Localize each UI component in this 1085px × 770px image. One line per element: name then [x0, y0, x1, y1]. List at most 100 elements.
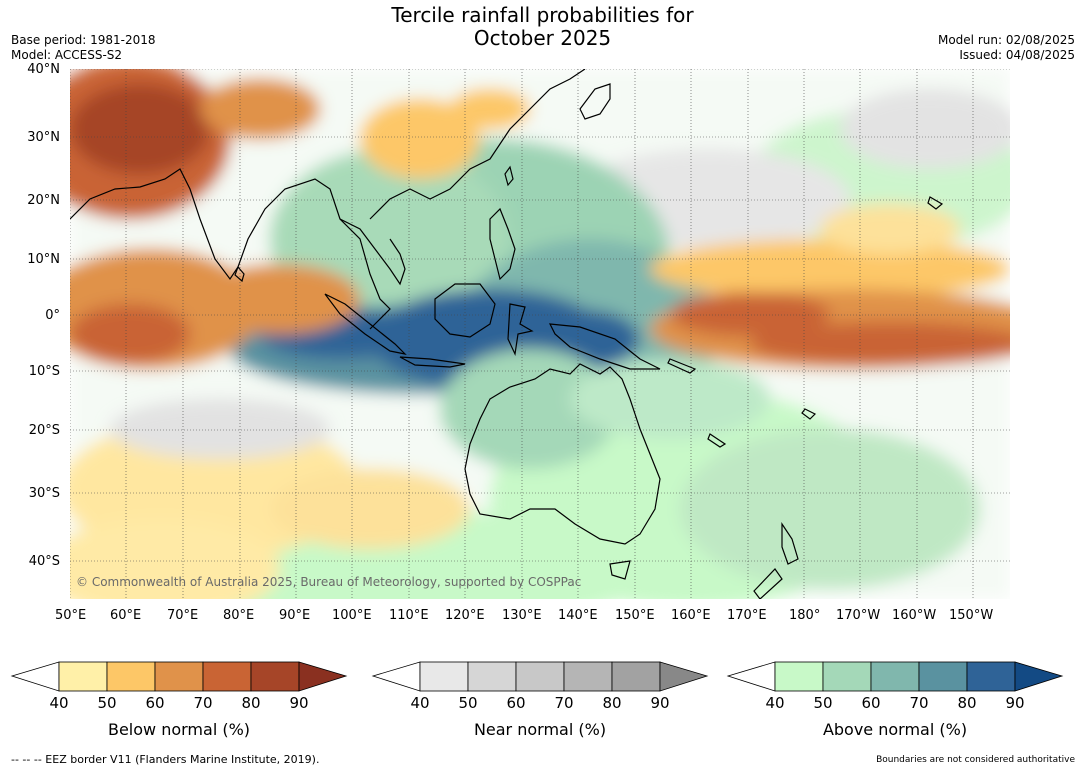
cb-above-tick: 70: [909, 694, 929, 712]
coast-sumatra: [324, 293, 407, 355]
coast-new-caledonia: [707, 433, 727, 448]
colorbar-below-normal: [10, 661, 348, 692]
lon-label: 60°E: [110, 608, 142, 623]
coast-hawaii: [927, 196, 944, 210]
coast-taiwan: [504, 165, 514, 187]
lat-label: 40°S: [28, 554, 60, 569]
cb-below-swatch-0: [10, 661, 60, 692]
coast-fiji: [801, 408, 817, 420]
model-run: Model run: 02/08/2025: [937, 33, 1075, 47]
cb-above-swatch-1: [774, 661, 824, 692]
copyright-notice: © Commonwealth of Australia 2025, Bureau…: [76, 575, 582, 589]
lat-label: 20°S: [28, 423, 60, 438]
cb-below-tick: 60: [145, 694, 165, 712]
lon-label: 90°E: [279, 608, 311, 623]
coast-java: [399, 356, 466, 368]
map-canvas: [30, 59, 1050, 629]
lon-label: 80°E: [223, 608, 255, 623]
legend-below-normal-label: Below normal (%): [107, 720, 251, 739]
cb-near-swatch-4: [563, 661, 613, 692]
legend-near-normal-label: Near normal (%): [473, 720, 607, 739]
cb-below-swatch-1: [58, 661, 108, 692]
coast-australia: [464, 363, 661, 545]
cb-above-swatch-3: [870, 661, 920, 692]
lat-label: 10°N: [27, 252, 60, 267]
coast-philippines: [489, 207, 516, 281]
lon-label: 150°E: [615, 608, 655, 623]
lon-label: 160°W: [892, 608, 937, 623]
cb-near-swatch-6: [659, 661, 709, 692]
coast-sulawesi: [507, 303, 534, 357]
coast-japan: [579, 83, 611, 120]
model-name: Model: ACCESS-S2: [11, 48, 123, 62]
cb-above-swatch-2: [822, 661, 872, 692]
cb-above-tick: 40: [765, 694, 785, 712]
boundaries-note: Boundaries are not considered authoritat…: [876, 755, 1075, 765]
cb-near-tick: 60: [506, 694, 526, 712]
coast-new-zealand-north: [781, 522, 799, 565]
cb-below-tick: 70: [193, 694, 213, 712]
cb-below-tick: 80: [241, 694, 261, 712]
coast-new-guinea: [548, 323, 661, 370]
lat-label: 20°N: [27, 193, 60, 208]
cb-near-tick: 90: [650, 694, 670, 712]
cb-above-tick: 90: [1005, 694, 1025, 712]
cb-above-swatch-0: [726, 661, 776, 692]
legend-above-normal-label: Above normal (%): [822, 720, 968, 739]
cb-below-swatch-6: [298, 661, 348, 692]
cb-near-tick: 50: [458, 694, 478, 712]
coast-indochina: [339, 218, 406, 286]
lon-label: 110°E: [389, 608, 429, 623]
cb-above-tick: 60: [861, 694, 881, 712]
base-period: Base period: 1981-2018: [11, 33, 156, 47]
cb-above-tick: 80: [957, 694, 977, 712]
cb-near-swatch-0: [371, 661, 421, 692]
coast-solomon: [667, 358, 697, 374]
lat-label: 30°S: [28, 486, 60, 501]
lon-label: 170°E: [727, 608, 767, 623]
cb-above-swatch-6: [1014, 661, 1064, 692]
coast-south-asia: [69, 168, 391, 330]
cb-below-tick: 90: [289, 694, 309, 712]
coast-sri-lanka: [234, 265, 245, 283]
lon-label: 100°E: [332, 608, 372, 623]
cb-near-tick: 40: [410, 694, 430, 712]
lon-label: 160°E: [671, 608, 711, 623]
coast-east-asia: [369, 68, 586, 220]
eez-border-note: -- -- -- EEZ border V11 (Flanders Marine…: [11, 753, 320, 766]
probability-field: [30, 59, 1050, 629]
lon-label: 120°E: [445, 608, 485, 623]
cb-below-swatch-2: [106, 661, 156, 692]
cb-near-tick: 70: [554, 694, 574, 712]
cb-below-swatch-3: [154, 661, 204, 692]
coast-borneo: [434, 283, 496, 338]
cb-near-swatch-3: [515, 661, 565, 692]
cb-near-swatch-2: [467, 661, 517, 692]
title-line-2: October 2025: [473, 26, 612, 50]
cb-above-swatch-4: [918, 661, 968, 692]
cb-below-swatch-5: [250, 661, 300, 692]
colorbar-near-normal: [371, 661, 709, 692]
meta-right: Model run: 02/08/2025 Issued: 04/08/2025: [938, 33, 1075, 63]
map-panel: [30, 59, 1050, 629]
cb-above-tick: 50: [813, 694, 833, 712]
lat-label: 40°N: [27, 62, 60, 77]
map-title: Tercile rainfall probabilities for Octob…: [0, 4, 1085, 50]
cb-below-swatch-4: [202, 661, 252, 692]
coastlines: [69, 68, 944, 600]
lon-label: 170°W: [836, 608, 881, 623]
lat-label: 0°: [45, 308, 60, 323]
meta-left: Base period: 1981-2018 Model: ACCESS-S2: [11, 33, 156, 63]
lon-label: 50°E: [55, 608, 87, 623]
cb-above-swatch-5: [966, 661, 1016, 692]
cb-below-tick: 40: [49, 694, 69, 712]
lon-label: 70°E: [167, 608, 199, 623]
lon-label: 130°E: [502, 608, 542, 623]
issued-date: Issued: 04/08/2025: [959, 48, 1075, 62]
cb-near-tick: 80: [602, 694, 622, 712]
cb-near-swatch-5: [611, 661, 661, 692]
title-line-1: Tercile rainfall probabilities for: [391, 3, 694, 27]
colorbar-above-normal: [726, 661, 1064, 692]
lat-label: 10°S: [28, 364, 60, 379]
coast-tasmania: [609, 560, 631, 580]
